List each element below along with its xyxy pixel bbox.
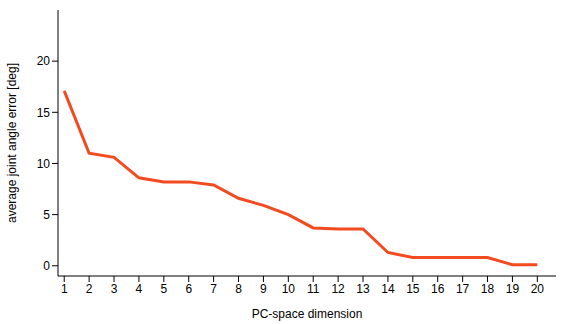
- svg-text:20: 20: [37, 54, 51, 68]
- svg-text:19: 19: [506, 282, 520, 296]
- svg-text:17: 17: [456, 282, 470, 296]
- svg-text:PC-space dimension: PC-space dimension: [252, 307, 363, 321]
- svg-text:15: 15: [406, 282, 420, 296]
- svg-text:8: 8: [235, 282, 242, 296]
- svg-text:5: 5: [160, 282, 167, 296]
- svg-text:5: 5: [43, 208, 50, 222]
- svg-text:20: 20: [531, 282, 545, 296]
- svg-text:4: 4: [136, 282, 143, 296]
- svg-text:9: 9: [260, 282, 267, 296]
- svg-text:15: 15: [37, 106, 51, 120]
- svg-text:average joint angle error [deg: average joint angle error [deg]: [5, 63, 19, 223]
- svg-text:10: 10: [282, 282, 296, 296]
- svg-text:1: 1: [61, 282, 68, 296]
- svg-text:18: 18: [481, 282, 495, 296]
- svg-text:2: 2: [86, 282, 93, 296]
- svg-text:14: 14: [381, 282, 395, 296]
- svg-text:11: 11: [307, 282, 320, 296]
- svg-text:7: 7: [210, 282, 217, 296]
- svg-text:16: 16: [431, 282, 445, 296]
- svg-text:12: 12: [331, 282, 345, 296]
- svg-text:6: 6: [185, 282, 192, 296]
- svg-text:10: 10: [37, 157, 51, 171]
- svg-text:13: 13: [356, 282, 370, 296]
- svg-text:3: 3: [111, 282, 118, 296]
- svg-text:0: 0: [43, 259, 50, 273]
